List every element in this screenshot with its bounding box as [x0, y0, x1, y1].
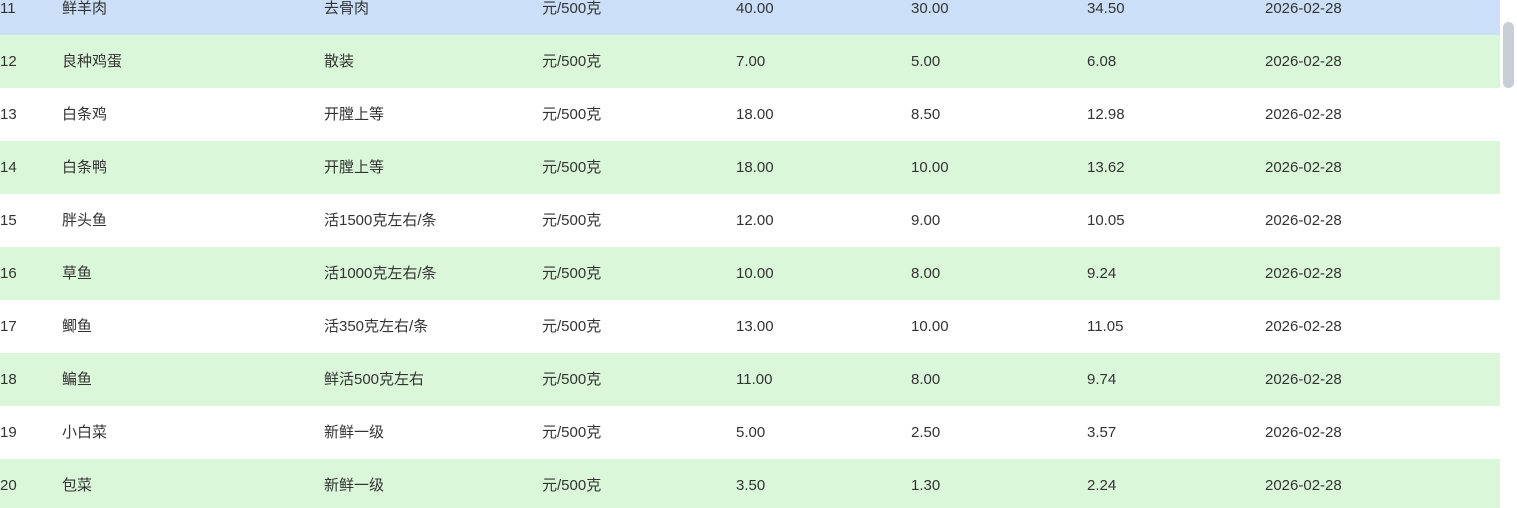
cell-index: 13 — [0, 88, 62, 141]
cell-price2: 2.50 — [911, 406, 1087, 459]
cell-index: 16 — [0, 247, 62, 300]
vertical-scrollbar-thumb[interactable] — [1503, 22, 1514, 88]
table-row[interactable]: 14 白条鸭 开膛上等 元/500克 18.00 10.00 13.62 2026-02-28 — [0, 141, 1500, 194]
cell-price1: 12.00 — [736, 194, 911, 247]
cell-name: 良种鸡蛋 — [62, 35, 324, 88]
table-row[interactable]: 17 鲫鱼 活350克左右/条 元/500克 13.00 10.00 11.05 2026-0… — [0, 300, 1500, 353]
cell-spec: 新鲜一级 — [324, 459, 542, 508]
cell-date: 2026-02-28 — [1265, 194, 1500, 247]
cell-unit: 元/500克 — [542, 0, 736, 35]
cell-index: 19 — [0, 406, 62, 459]
cell-unit: 元/500克 — [542, 406, 736, 459]
cell-name: 白条鸡 — [62, 88, 324, 141]
table-row[interactable]: 13 白条鸡 开膛上等 元/500克 18.00 8.50 12.98 2026-02-28 — [0, 88, 1500, 141]
table-row[interactable]: 20 包菜 新鲜一级 元/500克 3.50 1.30 2.24 2026-02-28 — [0, 459, 1500, 508]
cell-spec: 开膛上等 — [324, 88, 542, 141]
vertical-scrollbar[interactable] — [1500, 0, 1517, 508]
cell-index: 14 — [0, 141, 62, 194]
cell-spec: 散装 — [324, 35, 542, 88]
cell-name: 鲫鱼 — [62, 300, 324, 353]
cell-price1: 7.00 — [736, 35, 911, 88]
cell-date: 2026-02-28 — [1265, 459, 1500, 508]
cell-price1: 5.00 — [736, 406, 911, 459]
table-row[interactable]: 15 胖头鱼 活1500克左右/条 元/500克 12.00 9.00 10.05 2026-… — [0, 194, 1500, 247]
table-row[interactable]: 16 草鱼 活1000克左右/条 元/500克 10.00 8.00 9.24 2026-02… — [0, 247, 1500, 300]
cell-spec: 新鲜一级 — [324, 406, 542, 459]
cell-index: 15 — [0, 194, 62, 247]
cell-name: 草鱼 — [62, 247, 324, 300]
cell-price3: 9.24 — [1087, 247, 1265, 300]
cell-date: 2026-02-28 — [1265, 247, 1500, 300]
cell-name: 白条鸭 — [62, 141, 324, 194]
cell-price3: 3.57 — [1087, 406, 1265, 459]
cell-index: 17 — [0, 300, 62, 353]
cell-index: 11 — [0, 0, 62, 35]
cell-date: 2026-02-28 — [1265, 300, 1500, 353]
cell-unit: 元/500克 — [542, 35, 736, 88]
cell-unit: 元/500克 — [542, 141, 736, 194]
cell-price1: 18.00 — [736, 141, 911, 194]
table-row[interactable]: 19 小白菜 新鲜一级 元/500克 5.00 2.50 3.57 2026-02-28 — [0, 406, 1500, 459]
table-row[interactable]: 18 鳊鱼 鲜活500克左右 元/500克 11.00 8.00 9.74 2026-02-2… — [0, 353, 1500, 406]
cell-name: 包菜 — [62, 459, 324, 508]
cell-price3: 10.05 — [1087, 194, 1265, 247]
cell-spec: 活350克左右/条 — [324, 300, 542, 353]
cell-date: 2026-02-28 — [1265, 35, 1500, 88]
table-row[interactable]: 11 鲜羊肉 去骨肉 元/500克 40.00 30.00 34.50 2026-02-28 — [0, 0, 1500, 35]
cell-price3: 11.05 — [1087, 300, 1265, 353]
cell-price2: 9.00 — [911, 194, 1087, 247]
cell-price2: 8.00 — [911, 247, 1087, 300]
cell-spec: 鲜活500克左右 — [324, 353, 542, 406]
cell-price2: 5.00 — [911, 35, 1087, 88]
cell-date: 2026-02-28 — [1265, 141, 1500, 194]
cell-name: 鲜羊肉 — [62, 0, 324, 35]
cell-spec: 活1500克左右/条 — [324, 194, 542, 247]
cell-date: 2026-02-28 — [1265, 406, 1500, 459]
cell-spec: 活1000克左右/条 — [324, 247, 542, 300]
cell-date: 2026-02-28 — [1265, 0, 1500, 35]
cell-spec: 开膛上等 — [324, 141, 542, 194]
cell-date: 2026-02-28 — [1265, 88, 1500, 141]
cell-price1: 13.00 — [736, 300, 911, 353]
cell-price2: 8.50 — [911, 88, 1087, 141]
cell-index: 20 — [0, 459, 62, 508]
cell-index: 12 — [0, 35, 62, 88]
cell-price2: 10.00 — [911, 141, 1087, 194]
cell-price1: 11.00 — [736, 353, 911, 406]
cell-price2: 8.00 — [911, 353, 1087, 406]
cell-price1: 40.00 — [736, 0, 911, 35]
cell-price1: 18.00 — [736, 88, 911, 141]
cell-price3: 6.08 — [1087, 35, 1265, 88]
cell-name: 小白菜 — [62, 406, 324, 459]
cell-price3: 13.62 — [1087, 141, 1265, 194]
cell-unit: 元/500克 — [542, 247, 736, 300]
table-row[interactable]: 12 良种鸡蛋 散装 元/500克 7.00 5.00 6.08 2026-02-28 — [0, 35, 1500, 88]
cell-unit: 元/500克 — [542, 88, 736, 141]
cell-price2: 30.00 — [911, 0, 1087, 35]
cell-unit: 元/500克 — [542, 353, 736, 406]
cell-unit: 元/500克 — [542, 300, 736, 353]
cell-spec: 去骨肉 — [324, 0, 542, 35]
cell-price1: 3.50 — [736, 459, 911, 508]
cell-price3: 9.74 — [1087, 353, 1265, 406]
cell-price1: 10.00 — [736, 247, 911, 300]
cell-index: 18 — [0, 353, 62, 406]
cell-price3: 12.98 — [1087, 88, 1265, 141]
cell-price3: 2.24 — [1087, 459, 1265, 508]
cell-unit: 元/500克 — [542, 194, 736, 247]
cell-price3: 34.50 — [1087, 0, 1265, 35]
cell-date: 2026-02-28 — [1265, 353, 1500, 406]
cell-name: 胖头鱼 — [62, 194, 324, 247]
cell-price2: 10.00 — [911, 300, 1087, 353]
cell-unit: 元/500克 — [542, 459, 736, 508]
cell-name: 鳊鱼 — [62, 353, 324, 406]
cell-price2: 1.30 — [911, 459, 1087, 508]
